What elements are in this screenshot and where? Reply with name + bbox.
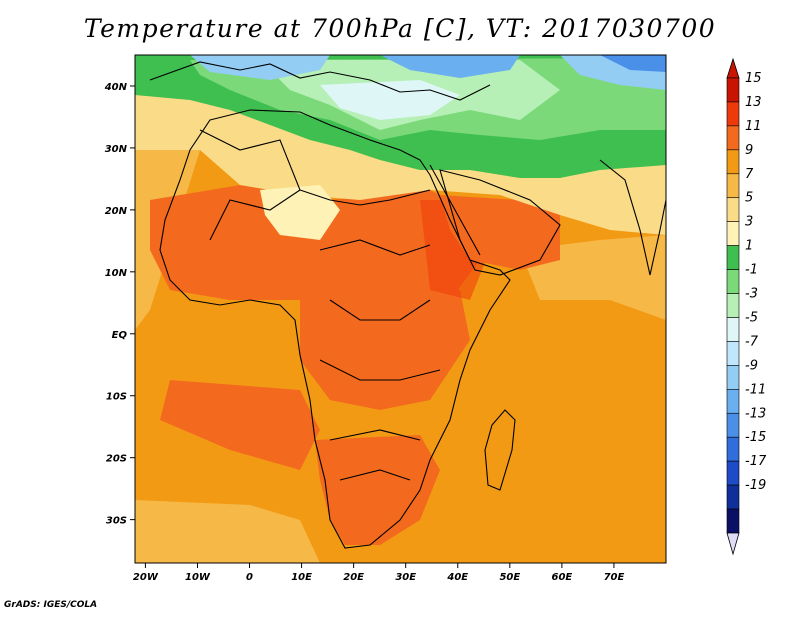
colorbar-swatch bbox=[726, 173, 740, 199]
colorbar-swatch bbox=[726, 508, 740, 534]
europe-coast bbox=[149, 61, 491, 101]
country-borders bbox=[199, 129, 441, 481]
coastlines bbox=[149, 61, 666, 549]
lon-tick-label: 20W bbox=[133, 572, 159, 583]
colorbar-label: 15 bbox=[745, 71, 762, 86]
arabia-coast bbox=[439, 169, 561, 276]
colorbar-label: -17 bbox=[745, 454, 767, 469]
colorbar-swatch bbox=[726, 341, 740, 366]
lon-tick-label: 50E bbox=[499, 572, 520, 583]
lat-tick-label: 30S bbox=[106, 516, 127, 527]
pale-yellow-patch bbox=[260, 185, 340, 240]
colorbar-swatch bbox=[726, 245, 740, 270]
blue-north-east-deep bbox=[600, 55, 666, 72]
africa-coast bbox=[159, 109, 511, 549]
warm-central bbox=[300, 290, 470, 410]
colorbar-swatch bbox=[726, 436, 740, 462]
colorbar-swatch bbox=[726, 101, 740, 127]
lon-tick-label: 10E bbox=[291, 572, 312, 583]
colorbar-label: 7 bbox=[745, 167, 754, 182]
lat-tick-label: EQ bbox=[112, 330, 128, 341]
colorbar-swatch bbox=[726, 197, 740, 222]
lon-tick-label: 70E bbox=[604, 572, 625, 583]
lat-tick-label: 10N bbox=[105, 268, 128, 279]
red-sea bbox=[429, 164, 481, 256]
colorbar-label: -3 bbox=[745, 287, 758, 302]
lat-tick-label: 20N bbox=[105, 206, 128, 217]
colorbar-label: -15 bbox=[745, 430, 766, 445]
chart-title: Temperature at 700hPa [C], VT: 201703070… bbox=[83, 14, 717, 43]
credit-label: GrADS: IGES/COLA bbox=[4, 600, 98, 610]
colorbar-swatch bbox=[726, 125, 740, 151]
lat-tick-label: 30N bbox=[105, 144, 128, 155]
colorbar-swatch bbox=[726, 77, 740, 103]
lon-tick-label: 40E bbox=[446, 572, 468, 583]
colorbar-over-arrow bbox=[726, 57, 740, 79]
lat-tick-label: 10S bbox=[106, 392, 127, 403]
madagascar-coast bbox=[484, 409, 516, 491]
colorbar-under-arrow bbox=[726, 532, 740, 556]
colorbar-label: -11 bbox=[745, 382, 766, 397]
colorbar-label: 13 bbox=[745, 95, 762, 110]
colorbar-label: -13 bbox=[745, 406, 766, 421]
colorbar-swatch bbox=[726, 149, 740, 175]
colorbar-label: -9 bbox=[745, 358, 758, 373]
colorbar-swatch bbox=[726, 221, 740, 246]
lon-tick-label: 60E bbox=[552, 572, 573, 583]
india-coast bbox=[599, 159, 666, 276]
colorbar-label: -1 bbox=[745, 263, 758, 278]
colorbar-swatch bbox=[726, 317, 740, 342]
colorbar-swatch bbox=[726, 484, 740, 510]
lat-tick-label: 40N bbox=[104, 82, 128, 93]
colorbar-swatch bbox=[726, 412, 740, 438]
plot-frame bbox=[134, 54, 667, 564]
blue-north-west bbox=[190, 55, 330, 80]
lon-tick-label: 10W bbox=[185, 572, 211, 583]
colorbar-swatch bbox=[726, 389, 740, 414]
colorbar-label: -5 bbox=[745, 311, 758, 326]
colorbar-swatch bbox=[726, 460, 740, 486]
colorbar: 15 13 11 9 7 5 3 1 -1 -3 -5 -7 -9 -11 -13 -15 -17 -19 bbox=[726, 57, 767, 556]
colorbar-swatch bbox=[726, 269, 740, 294]
lat-tick-label: 20S bbox=[106, 454, 127, 465]
lon-tick-label: 0 bbox=[246, 572, 253, 583]
colorbar-label: 5 bbox=[745, 191, 753, 206]
colorbar-label: -19 bbox=[745, 478, 766, 493]
warm-southern-africa bbox=[315, 435, 440, 545]
warm-sahel bbox=[150, 185, 480, 300]
colorbar-swatch bbox=[726, 365, 740, 390]
colorbar-label: 3 bbox=[745, 215, 753, 230]
colorbar-label: 1 bbox=[745, 239, 753, 254]
colorbar-label: -7 bbox=[745, 334, 759, 349]
lon-tick-label: 30E bbox=[395, 572, 416, 583]
axis-ticks: 20W 10W 0 10E 20E 30E 40E 50E 60E 70E 40N 30N 20N 10N… bbox=[104, 82, 625, 583]
blue-north-center bbox=[380, 55, 520, 78]
lon-tick-label: 20E bbox=[343, 572, 364, 583]
warm-atlantic-south bbox=[160, 380, 320, 470]
cool-atlantic-south bbox=[135, 500, 320, 563]
warm-arabia bbox=[440, 195, 560, 270]
colorbar-label: 9 bbox=[745, 143, 753, 158]
colorbar-label: 11 bbox=[745, 119, 762, 134]
colorbar-swatch bbox=[726, 293, 740, 318]
temperature-field bbox=[135, 55, 666, 563]
